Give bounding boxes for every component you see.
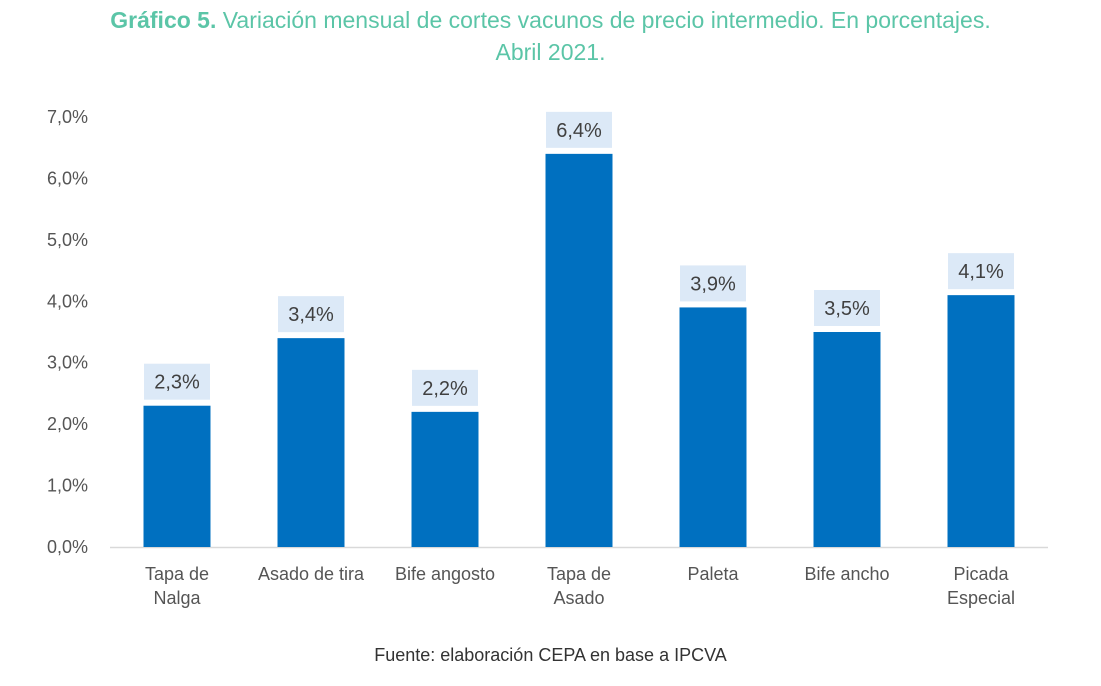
- source-note: Fuente: elaboración CEPA en base a IPCVA: [374, 645, 727, 665]
- data-label: 3,5%: [824, 298, 870, 320]
- x-category-label: Asado de tira: [258, 564, 365, 584]
- bar: [679, 307, 747, 547]
- data-label-background: [546, 111, 612, 148]
- data-label-background: [144, 363, 210, 400]
- chart-title-line2: Abril 2021.: [495, 39, 606, 65]
- bar: [277, 338, 345, 547]
- chart-title-line1: Variación mensual de cortes vacunos de p…: [222, 7, 991, 33]
- y-tick-label: 4,0%: [47, 291, 88, 311]
- bar: [143, 405, 211, 547]
- x-category-label: Tapa de: [145, 564, 209, 584]
- chart-title: Gráfico 5. Variación mensual de cortes v…: [0, 4, 1101, 68]
- x-category-label: Bife angosto: [395, 564, 495, 584]
- data-label-background: [278, 296, 344, 333]
- y-tick-label: 3,0%: [47, 353, 88, 373]
- x-category-label: Especial: [947, 588, 1015, 608]
- data-label-background: [680, 265, 746, 302]
- data-label: 3,9%: [690, 273, 736, 295]
- bar: [813, 332, 881, 547]
- data-label-background: [814, 290, 880, 326]
- y-tick-label: 5,0%: [47, 230, 88, 250]
- y-tick-label: 2,0%: [47, 414, 88, 434]
- x-category-label: Bife ancho: [804, 564, 889, 584]
- y-tick-label: 0,0%: [47, 537, 88, 557]
- x-category-label: Nalga: [153, 588, 201, 608]
- data-label: 6,4%: [556, 120, 602, 142]
- data-label-background: [948, 253, 1014, 290]
- bar-chart: 0,0% 1,0% 2,0% 3,0% 4,0% 5,0% 6,0% 7,0% 2,3% Tapa…: [47, 107, 1048, 608]
- y-tick-label: 7,0%: [47, 107, 88, 127]
- bar: [411, 411, 479, 547]
- data-label: 2,3%: [154, 372, 200, 394]
- data-label: 2,2%: [422, 378, 468, 400]
- data-label: 4,1%: [958, 261, 1004, 283]
- y-tick-label: 1,0%: [47, 476, 88, 496]
- y-tick-label: 6,0%: [47, 168, 88, 188]
- x-category-label: Picada: [953, 564, 1009, 584]
- data-label: 3,4%: [288, 304, 334, 326]
- bar: [545, 153, 613, 547]
- chart-title-prefix: Gráfico 5.: [110, 7, 217, 33]
- bar: [947, 295, 1015, 547]
- data-label-background: [412, 369, 478, 406]
- x-category-label: Paleta: [687, 564, 739, 584]
- x-category-label: Tapa de: [547, 564, 611, 584]
- x-category-label: Asado: [553, 588, 604, 608]
